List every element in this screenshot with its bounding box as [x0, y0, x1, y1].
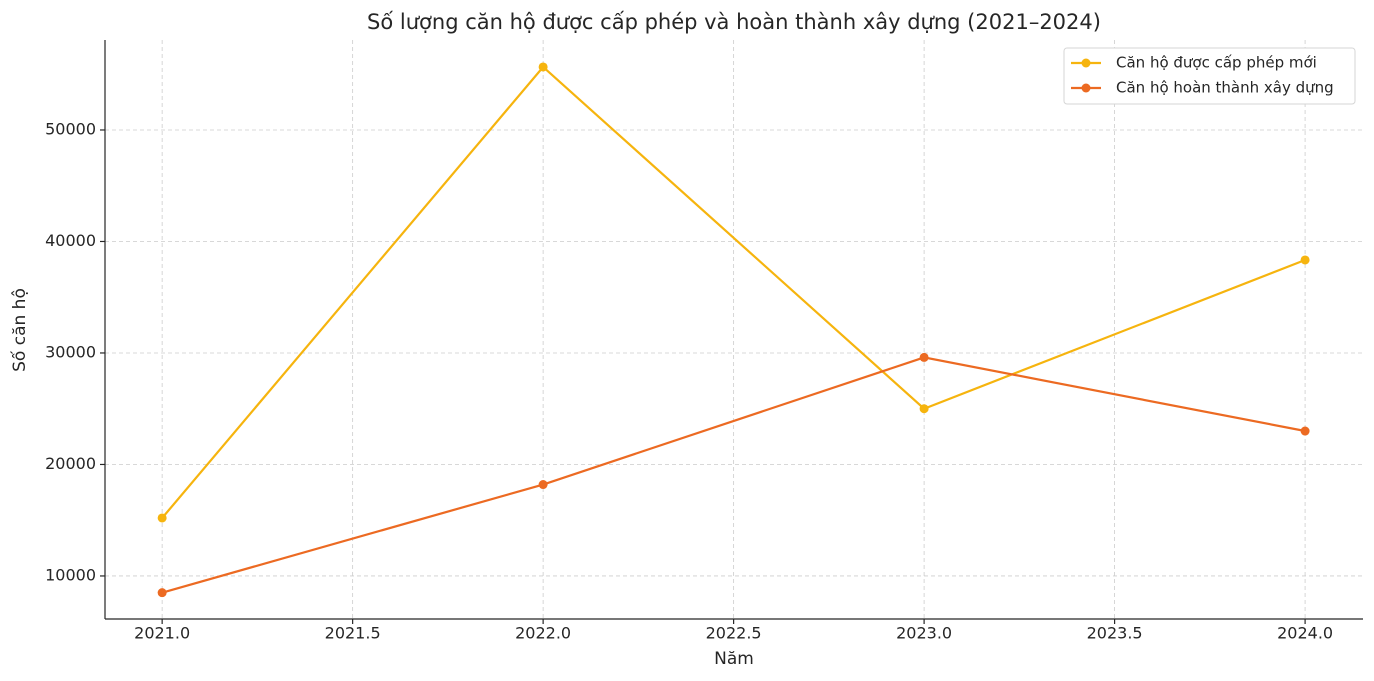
y-tick-label: 30000 — [45, 342, 96, 361]
x-tick-label: 2021.5 — [325, 624, 381, 643]
y-tick-label: 20000 — [45, 454, 96, 473]
legend-marker — [1081, 83, 1091, 93]
data-point — [919, 352, 929, 362]
data-point — [157, 588, 167, 598]
y-tick-label: 40000 — [45, 231, 96, 250]
x-tick-label: 2021.0 — [134, 624, 190, 643]
data-point — [1300, 426, 1310, 436]
x-tick-label: 2022.0 — [515, 624, 571, 643]
x-tick-label: 2022.5 — [706, 624, 762, 643]
x-axis-label: Năm — [714, 649, 754, 669]
legend-label: Căn hộ hoàn thành xây dựng — [1116, 79, 1334, 97]
legend-box — [1063, 47, 1356, 105]
y-tick-label: 10000 — [45, 565, 96, 584]
data-point — [157, 513, 167, 523]
series-line — [161, 356, 1306, 594]
y-axis-label: Số căn hộ — [9, 288, 30, 372]
chart-title: Số lượng căn hộ được cấp phép và hoàn th… — [367, 10, 1101, 34]
legend: Căn hộ được cấp phép mới Căn hộ hoàn thàn… — [1063, 47, 1356, 105]
x-tick-label: 2023.5 — [1087, 624, 1143, 643]
data-point — [538, 62, 548, 72]
series-line — [161, 65, 1306, 519]
x-tick-label: 2024.0 — [1277, 624, 1333, 643]
data-point — [919, 404, 929, 414]
legend-marker — [1081, 58, 1091, 68]
legend-label: Căn hộ được cấp phép mới — [1116, 54, 1317, 72]
x-tick-label: 2023.0 — [896, 624, 952, 643]
y-tick-label: 50000 — [45, 119, 96, 138]
data-point — [1300, 255, 1310, 265]
data-point — [538, 480, 548, 490]
